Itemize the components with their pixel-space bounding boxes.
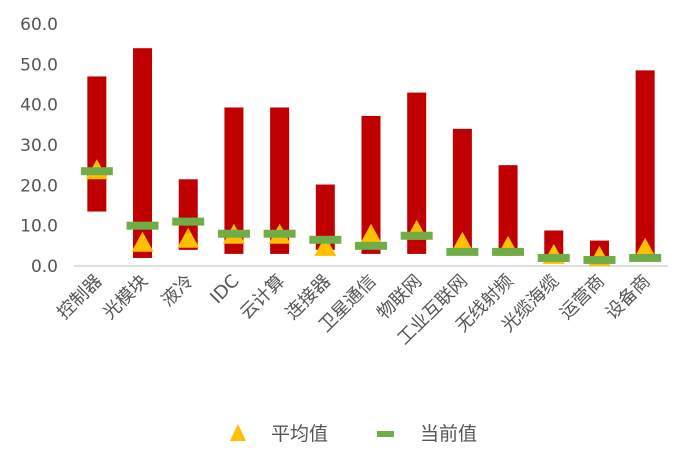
category-label: 控制器 (53, 271, 106, 324)
category-label: 云计算 (236, 271, 289, 324)
legend-cur-label: 当前值 (420, 423, 477, 445)
current-marker (492, 247, 525, 256)
y-tick-label: 60.0 (20, 15, 58, 35)
average-marker (177, 227, 200, 248)
legend-avg-label: 平均值 (271, 423, 328, 445)
range-bar (498, 165, 518, 256)
current-marker (446, 247, 479, 256)
current-marker (309, 235, 342, 244)
category-label: IDC (206, 271, 243, 308)
current-marker (537, 253, 570, 262)
current-markers (80, 167, 662, 264)
current-marker (172, 217, 205, 226)
range-bar (407, 92, 427, 254)
current-marker (80, 167, 113, 176)
current-marker (583, 255, 616, 264)
y-tick-label: 40.0 (20, 96, 58, 116)
average-marker (131, 231, 154, 252)
range-bar (87, 76, 107, 212)
category-label: 运营商 (556, 271, 609, 324)
y-axis-ticks: 0.0 10.0 20.0 30.0 40.0 50.0 60.0 (20, 15, 58, 277)
average-marker (360, 223, 382, 244)
y-tick-label: 50.0 (20, 55, 58, 75)
current-marker (629, 253, 662, 262)
y-tick-label: 30.0 (20, 136, 58, 156)
y-tick-label: 0.0 (31, 257, 58, 277)
range-bar (452, 128, 472, 254)
range-bar (635, 70, 655, 260)
range-bar (270, 107, 290, 254)
legend: 平均值 当前值 (230, 423, 477, 445)
legend-cur-marker (377, 431, 394, 437)
category-label: 液冷 (157, 271, 197, 311)
range-bar (178, 179, 198, 250)
y-tick-label: 20.0 (20, 176, 58, 196)
range-bar (133, 48, 153, 258)
range-bar (315, 184, 335, 250)
y-tick-label: 10.0 (20, 217, 58, 237)
current-marker (126, 221, 159, 230)
current-marker (263, 229, 296, 238)
average-marker (451, 231, 474, 252)
range-bar (224, 107, 244, 254)
category-label: 光模块 (99, 271, 152, 324)
legend-avg-marker (230, 424, 246, 441)
current-marker (217, 229, 250, 238)
category-label: 设备商 (602, 271, 655, 324)
current-marker (400, 231, 433, 240)
current-marker (355, 241, 387, 250)
range-bars (87, 48, 655, 264)
average-marker (314, 235, 337, 256)
range-bar (361, 115, 381, 254)
average-marker (634, 237, 657, 258)
